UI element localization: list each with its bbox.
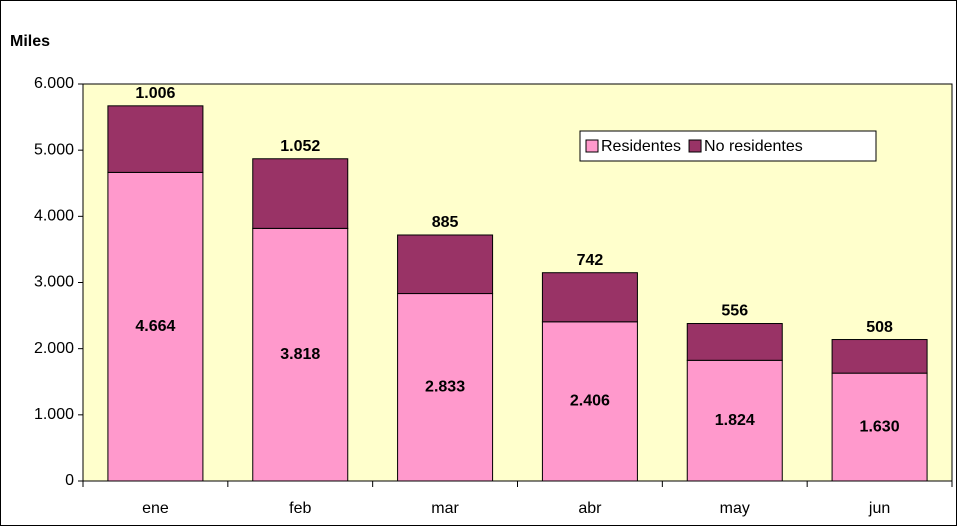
bar-segment <box>686 323 783 361</box>
x-tick-label: may <box>720 500 750 517</box>
legend-label: No residentes <box>704 138 803 155</box>
data-label: 1.630 <box>860 418 900 435</box>
data-label: 3.818 <box>280 346 320 363</box>
bar-segment <box>831 339 928 374</box>
bar-segment <box>397 293 494 482</box>
bar-segment <box>107 105 204 173</box>
x-tick-label: abr <box>578 500 602 517</box>
bar-segment <box>831 372 928 482</box>
data-label: 1.006 <box>135 85 175 102</box>
legend-box <box>579 130 877 162</box>
data-label: 1.824 <box>715 412 755 429</box>
y-tick-label: 3.000 <box>34 274 74 291</box>
y-tick-label: 0 <box>65 472 74 489</box>
x-tick-label: ene <box>142 500 169 517</box>
y-axis-label: Miles <box>10 33 50 50</box>
y-tick-label: 1.000 <box>34 406 74 423</box>
x-tick-label: feb <box>289 500 311 517</box>
bar-segment <box>107 171 204 482</box>
data-label: 885 <box>432 214 459 231</box>
bar-segment <box>541 321 638 482</box>
y-tick-label: 6.000 <box>34 75 74 92</box>
data-label: 508 <box>866 319 893 336</box>
data-label: 2.406 <box>570 393 610 410</box>
y-tick-label: 5.000 <box>34 141 74 158</box>
bar-segment <box>252 158 349 229</box>
x-tick-label: jun <box>868 500 890 517</box>
y-tick-label: 4.000 <box>34 208 74 225</box>
data-label: 742 <box>577 252 604 269</box>
data-label: 1.052 <box>280 138 320 155</box>
legend-label: Residentes <box>601 138 681 155</box>
legend-swatch <box>585 139 599 153</box>
bar-segment <box>686 359 783 482</box>
legend-swatch <box>688 139 702 153</box>
data-label: 2.833 <box>425 378 465 395</box>
bar-segment <box>252 227 349 482</box>
data-label: 4.664 <box>135 318 175 335</box>
y-tick-label: 2.000 <box>34 340 74 357</box>
data-label: 556 <box>721 303 748 320</box>
bar-segment <box>397 234 494 295</box>
x-tick-label: mar <box>431 500 459 517</box>
bar-segment <box>541 272 638 323</box>
